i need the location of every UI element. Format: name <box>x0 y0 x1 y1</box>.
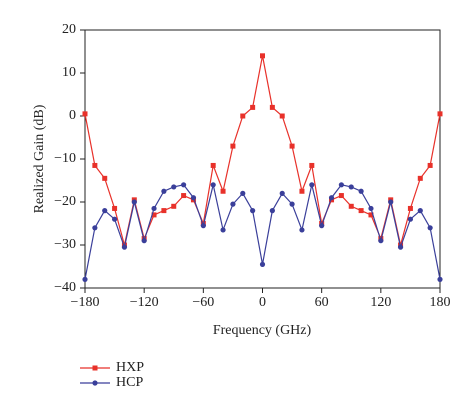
legend-label: HCP <box>116 375 143 390</box>
x-axis-label: Frequency (GHz) <box>213 323 312 338</box>
data-point <box>82 276 88 282</box>
x-tick-label: 0 <box>259 295 266 310</box>
y-tick-label: −40 <box>54 280 76 295</box>
data-point <box>200 223 206 229</box>
data-point <box>141 238 147 244</box>
data-point <box>388 199 394 205</box>
data-point <box>161 208 167 214</box>
data-point <box>92 162 98 168</box>
data-point <box>348 203 354 209</box>
data-point <box>269 104 275 110</box>
data-point <box>250 208 256 214</box>
x-tick-label: −180 <box>71 295 100 310</box>
data-point <box>289 143 295 149</box>
data-point <box>279 113 285 119</box>
data-point <box>368 205 374 212</box>
data-point <box>102 175 108 181</box>
y-tick-label: −10 <box>54 151 76 166</box>
data-point <box>427 162 433 168</box>
data-point <box>279 190 285 196</box>
data-point <box>358 208 364 214</box>
data-point <box>230 143 236 149</box>
data-point <box>309 162 315 168</box>
plot-frame <box>84 29 441 289</box>
y-tick-label: 10 <box>62 65 76 80</box>
data-point <box>358 188 364 194</box>
data-point <box>151 205 157 212</box>
data-point <box>427 225 433 231</box>
data-point <box>417 208 423 214</box>
data-point <box>82 111 88 117</box>
data-point <box>171 203 177 209</box>
legend-marker <box>92 380 98 386</box>
data-point <box>328 195 335 201</box>
data-point <box>240 113 246 119</box>
data-point <box>112 205 118 211</box>
data-point <box>161 188 167 194</box>
x-tick-label: 180 <box>430 295 451 310</box>
legend-marker <box>92 365 98 371</box>
legend-label: HXP <box>116 360 144 375</box>
data-point <box>368 212 374 218</box>
data-point <box>437 111 443 117</box>
data-point <box>240 190 246 196</box>
data-point <box>338 193 344 199</box>
data-point <box>407 205 413 211</box>
data-point <box>269 208 275 214</box>
data-point <box>309 182 315 188</box>
data-point <box>171 184 177 190</box>
data-point <box>102 208 108 214</box>
x-tick-label: −120 <box>130 295 159 310</box>
data-point <box>181 182 187 188</box>
data-point <box>190 195 197 201</box>
data-point <box>92 225 98 231</box>
x-tick-label: 60 <box>315 295 329 310</box>
data-point <box>299 227 305 233</box>
data-point <box>299 188 305 194</box>
y-tick-label: −30 <box>54 237 76 252</box>
data-point <box>289 201 295 207</box>
data-point <box>319 223 325 229</box>
y-axis-label: Realized Gain (dB) <box>32 104 47 213</box>
data-point <box>348 184 354 190</box>
data-point <box>220 227 226 233</box>
data-point <box>378 238 384 244</box>
x-tick-label: −60 <box>192 295 214 310</box>
data-point <box>260 53 265 59</box>
data-point <box>151 212 157 218</box>
data-point <box>131 199 137 205</box>
x-tick-label: 120 <box>370 295 391 310</box>
data-point <box>259 261 266 267</box>
data-point <box>220 188 226 194</box>
data-point <box>417 175 423 181</box>
y-tick-label: 20 <box>62 22 76 37</box>
data-point <box>181 193 187 199</box>
data-point <box>338 182 344 188</box>
data-point <box>407 216 414 222</box>
data-point <box>111 216 118 222</box>
data-point <box>230 201 236 207</box>
data-point <box>397 244 404 250</box>
y-tick-label: −20 <box>54 194 76 209</box>
data-point <box>210 182 216 188</box>
data-point <box>250 104 256 110</box>
data-point <box>437 276 443 282</box>
data-point <box>121 244 128 250</box>
data-point <box>210 162 216 168</box>
y-tick-label: 0 <box>69 108 76 123</box>
